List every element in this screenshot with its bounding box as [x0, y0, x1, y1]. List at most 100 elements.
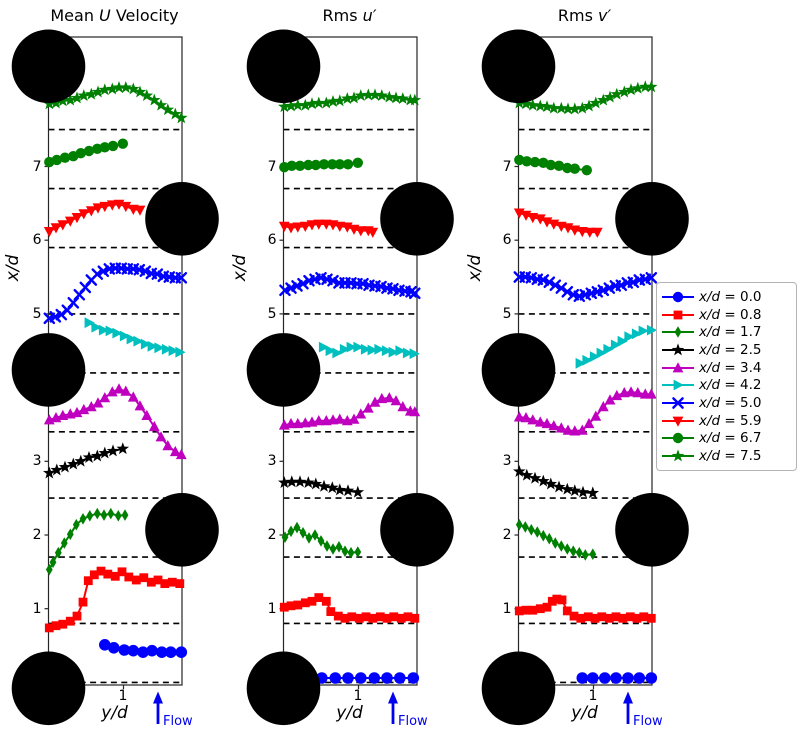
triangle-right-marker-icon: [175, 346, 186, 358]
circle-marker-icon: [521, 156, 532, 167]
triangle-down-marker-icon: [64, 216, 76, 227]
star-marker-icon: [58, 460, 72, 473]
star-marker-icon: [631, 81, 645, 94]
square-marker-icon: [597, 612, 607, 622]
triangle-up-marker-icon: [369, 396, 381, 407]
triangle-up-marker-icon: [141, 409, 153, 420]
triangle-up-marker-icon: [292, 417, 304, 429]
x-marker-icon: [175, 272, 188, 284]
star-marker-icon: [568, 484, 582, 497]
triangle-down-marker-icon: [106, 200, 118, 211]
series-xd-7.5: [278, 88, 422, 113]
star-marker-icon: [50, 463, 64, 476]
triangle-up-marker-icon: [548, 420, 560, 431]
triangle-down-marker-icon: [78, 209, 90, 220]
circle-lg-marker-icon: [610, 672, 622, 684]
cylinder: [380, 493, 454, 567]
square-marker-icon: [354, 613, 364, 623]
star-marker-icon: [91, 85, 105, 98]
triangle-right-marker-icon: [582, 354, 593, 366]
triangle-down-marker-icon: [285, 223, 297, 234]
triangle-down-marker-icon: [299, 221, 311, 232]
x-marker-icon: [291, 280, 303, 292]
triangle-right-marker-icon: [596, 347, 607, 359]
diamond-marker-icon: [317, 535, 325, 547]
x-marker-icon: [279, 284, 291, 297]
series-xd-2.5: [43, 442, 130, 479]
square-marker-icon: [293, 600, 303, 610]
diamond-marker-icon: [93, 507, 101, 520]
circle-marker-icon: [75, 148, 87, 159]
series-xd-0.8: [514, 594, 656, 623]
triangle-down-marker-icon: [71, 213, 83, 224]
series-xd-2.5: [278, 475, 365, 498]
triangle-up-marker-icon: [645, 388, 657, 399]
triangle-right-marker-icon: [624, 331, 635, 343]
star-marker-icon: [82, 451, 96, 463]
circle-marker-icon: [294, 160, 306, 171]
star-marker-icon: [70, 91, 84, 104]
square-marker-icon: [307, 596, 317, 606]
star-marker-icon: [576, 485, 590, 498]
star-marker-icon: [586, 486, 600, 499]
x-marker-icon: [139, 265, 152, 277]
square-marker-icon: [110, 571, 120, 581]
triangle-up-marker-icon: [175, 448, 187, 460]
circle-lg-marker-icon: [175, 646, 188, 658]
square-marker-icon: [347, 612, 357, 622]
cylinder: [145, 182, 219, 256]
triangle-right-marker-icon: [353, 341, 364, 353]
circle-marker-icon: [310, 159, 321, 171]
series-xd-3.4: [513, 386, 657, 436]
circle-lg-marker-icon: [165, 646, 177, 658]
triangle-down-marker-icon: [99, 201, 111, 213]
triangle-up-marker-icon: [569, 425, 581, 436]
series-xd-4.2: [575, 324, 658, 369]
triangle-right-marker-icon: [133, 335, 144, 347]
star-marker-icon: [293, 475, 307, 488]
square-marker-icon: [547, 596, 557, 606]
triangle-right-marker-icon: [318, 341, 330, 353]
x-marker-icon: [555, 282, 568, 294]
diamond-marker-icon: [299, 527, 307, 539]
star-marker-icon: [333, 94, 347, 107]
diamond-marker-icon: [311, 529, 319, 541]
star-marker-icon: [67, 457, 80, 470]
square-marker-icon: [321, 596, 331, 606]
x-marker-icon: [151, 268, 164, 280]
triangle-up-marker-icon: [555, 422, 567, 433]
diamond-marker-icon: [281, 531, 289, 543]
square-marker-icon: [51, 621, 61, 631]
square-marker-icon: [300, 598, 310, 608]
star-marker-icon: [98, 446, 112, 459]
star-marker-icon: [299, 98, 312, 111]
diamond-marker-icon: [45, 563, 53, 576]
panel-0: [43, 36, 188, 724]
cylinder: [481, 29, 556, 104]
series-xd-1.7: [45, 507, 129, 576]
star-marker-icon: [624, 83, 638, 96]
square-marker-icon: [646, 613, 656, 623]
square-marker-icon: [103, 569, 113, 579]
circle-lg-marker-icon: [342, 672, 354, 684]
series-xd-3.4: [278, 392, 421, 430]
square-marker-icon: [396, 613, 406, 623]
circle-marker-icon: [286, 160, 297, 171]
cylinder: [11, 651, 86, 726]
star-marker-icon: [513, 465, 526, 477]
triangle-right-marker-icon: [140, 338, 152, 350]
triangle-up-marker-icon: [106, 386, 118, 397]
series-xd-0: [99, 639, 188, 658]
circle-marker-icon: [327, 159, 338, 170]
cylinder: [246, 333, 321, 407]
triangle-up-marker-icon: [162, 440, 174, 451]
triangle-right-marker-icon: [105, 325, 116, 337]
x-marker-icon: [537, 274, 550, 286]
triangle-up-marker-icon: [597, 401, 609, 412]
triangle-right-marker-icon: [126, 333, 137, 345]
star-marker-icon: [561, 102, 575, 115]
triangle-down-marker-icon: [584, 227, 596, 238]
x-marker-icon: [49, 311, 62, 323]
triangle-up-marker-icon: [513, 411, 525, 422]
diamond-marker-icon: [354, 546, 362, 558]
